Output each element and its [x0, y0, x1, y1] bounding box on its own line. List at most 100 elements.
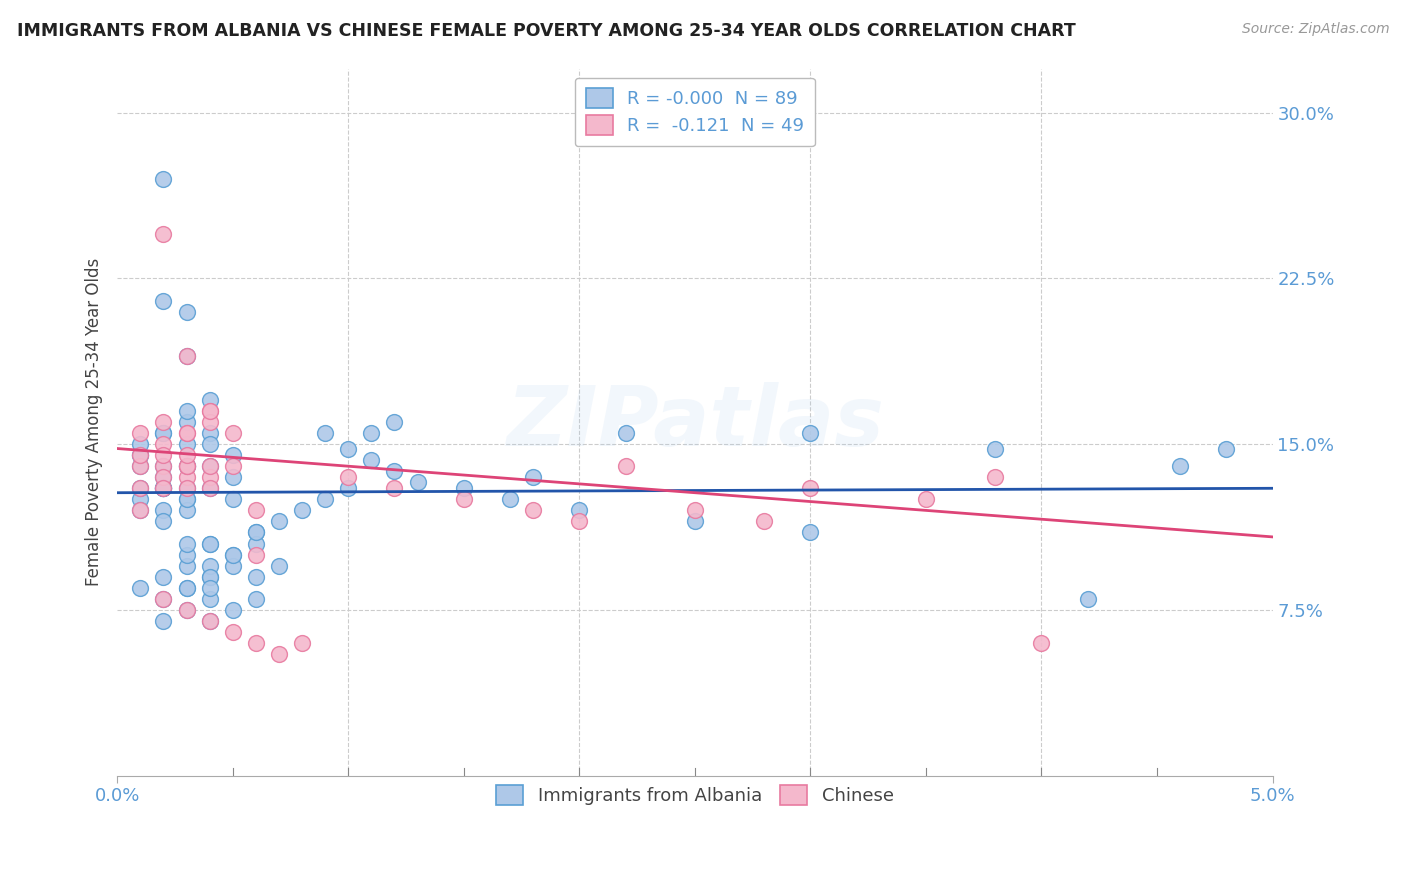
Point [198, 536, 221, 550]
Point [337, 470, 360, 484]
Point [152, 425, 174, 440]
Point [176, 603, 198, 617]
Point [406, 475, 429, 489]
Point [176, 603, 198, 617]
Point [222, 603, 245, 617]
Point [245, 548, 267, 562]
Point [222, 548, 245, 562]
Point [152, 481, 174, 495]
Point [152, 470, 174, 484]
Point [984, 442, 1007, 456]
Point [176, 349, 198, 363]
Point [129, 481, 152, 495]
Point [152, 459, 174, 474]
Point [222, 548, 245, 562]
Point [314, 492, 336, 507]
Point [198, 437, 221, 451]
Point [198, 404, 221, 418]
Text: IMMIGRANTS FROM ALBANIA VS CHINESE FEMALE POVERTY AMONG 25-34 YEAR OLDS CORRELAT: IMMIGRANTS FROM ALBANIA VS CHINESE FEMAL… [17, 22, 1076, 40]
Point [799, 481, 821, 495]
Point [198, 614, 221, 628]
Point [222, 470, 245, 484]
Point [129, 425, 152, 440]
Point [176, 492, 198, 507]
Point [522, 503, 544, 517]
Point [129, 492, 152, 507]
Point [1077, 591, 1099, 606]
Point [176, 425, 198, 440]
Point [129, 481, 152, 495]
Point [245, 525, 267, 540]
Point [176, 481, 198, 495]
Point [198, 481, 221, 495]
Point [222, 492, 245, 507]
Point [360, 425, 382, 440]
Point [222, 558, 245, 573]
Point [222, 624, 245, 639]
Point [360, 452, 382, 467]
Point [245, 503, 267, 517]
Point [683, 503, 706, 517]
Point [291, 503, 314, 517]
Point [129, 448, 152, 462]
Point [198, 470, 221, 484]
Point [198, 459, 221, 474]
Point [267, 558, 290, 573]
Point [754, 515, 776, 529]
Point [245, 569, 267, 583]
Point [499, 492, 522, 507]
Point [152, 425, 174, 440]
Point [129, 448, 152, 462]
Point [152, 503, 174, 517]
Point [176, 459, 198, 474]
Point [222, 448, 245, 462]
Point [984, 470, 1007, 484]
Point [176, 349, 198, 363]
Point [245, 525, 267, 540]
Point [176, 581, 198, 595]
Point [522, 470, 544, 484]
Point [245, 536, 267, 550]
Point [198, 614, 221, 628]
Point [267, 515, 290, 529]
Point [152, 227, 174, 242]
Point [176, 503, 198, 517]
Point [683, 515, 706, 529]
Text: Source: ZipAtlas.com: Source: ZipAtlas.com [1241, 22, 1389, 37]
Point [129, 459, 152, 474]
Point [152, 515, 174, 529]
Point [129, 437, 152, 451]
Point [198, 569, 221, 583]
Point [799, 525, 821, 540]
Point [1031, 636, 1053, 650]
Point [384, 464, 406, 478]
Point [453, 481, 475, 495]
Point [176, 492, 198, 507]
Point [799, 425, 821, 440]
Point [915, 492, 938, 507]
Point [314, 425, 336, 440]
Point [152, 569, 174, 583]
Point [129, 581, 152, 595]
Point [152, 459, 174, 474]
Point [176, 548, 198, 562]
Point [568, 515, 591, 529]
Point [176, 404, 198, 418]
Legend: Immigrants from Albania, Chinese: Immigrants from Albania, Chinese [485, 774, 904, 816]
Point [152, 172, 174, 186]
Point [152, 481, 174, 495]
Point [176, 536, 198, 550]
Point [384, 415, 406, 429]
Point [337, 442, 360, 456]
Point [614, 425, 637, 440]
Point [152, 293, 174, 308]
Point [152, 591, 174, 606]
Point [176, 558, 198, 573]
Point [245, 591, 267, 606]
Point [614, 459, 637, 474]
Point [291, 636, 314, 650]
Point [176, 459, 198, 474]
Point [152, 437, 174, 451]
Point [222, 425, 245, 440]
Point [152, 481, 174, 495]
